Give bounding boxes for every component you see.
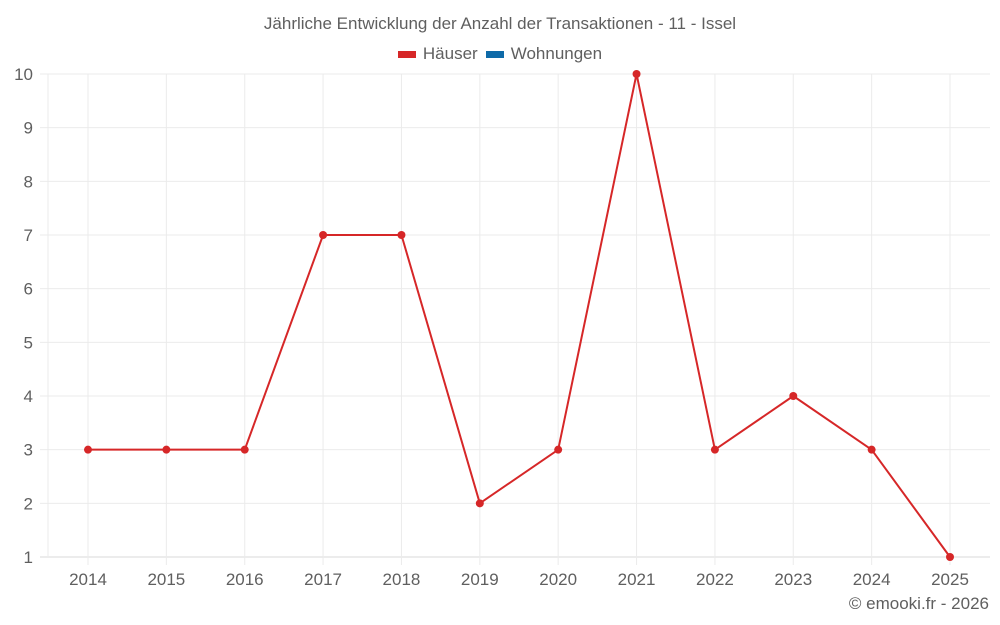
data-point[interactable] [319, 231, 328, 239]
x-tick-label: 2019 [461, 570, 499, 589]
series-line [88, 73, 951, 558]
data-point[interactable] [554, 445, 563, 454]
data-point[interactable] [240, 445, 249, 454]
legend-label-haeuser: Häuser [422, 44, 478, 63]
x-tick-label: 2023 [774, 570, 812, 589]
legend: Häuser Wohnungen [0, 44, 1000, 64]
y-tick-label: 1 [24, 548, 33, 567]
legend-swatch-wohnungen [485, 50, 504, 58]
data-point[interactable] [397, 231, 406, 239]
data-point[interactable] [632, 70, 641, 78]
y-tick-label: 9 [24, 119, 33, 138]
grid [40, 73, 990, 565]
data-point[interactable] [946, 553, 954, 561]
x-tick-label: 2014 [69, 570, 107, 589]
y-tick-label: 4 [24, 387, 33, 406]
x-tick-label: 2015 [147, 570, 185, 589]
x-tick-label: 2017 [304, 570, 342, 589]
series-haeuser [84, 70, 954, 561]
x-tick-label: 2018 [383, 570, 421, 589]
x-tick-label: 2016 [226, 570, 264, 589]
x-tick-label: 2024 [853, 570, 891, 589]
x-tick-label: 2021 [618, 570, 656, 589]
y-tick-label: 7 [24, 226, 33, 245]
y-tick-label: 3 [24, 441, 33, 460]
legend-item-wohnungen[interactable]: Wohnungen [485, 44, 603, 64]
x-axis: 2014 2015 2016 2017 2018 2019 2020 2021 2022 2023… [69, 570, 969, 589]
data-point[interactable] [710, 445, 719, 454]
data-point[interactable] [84, 445, 92, 454]
y-tick-label: 8 [24, 172, 33, 191]
x-tick-label: 2025 [931, 570, 969, 589]
y-tick-label: 2 [24, 494, 33, 513]
x-tick-label: 2022 [696, 570, 734, 589]
legend-label-wohnungen: Wohnungen [510, 44, 603, 63]
data-point[interactable] [867, 445, 876, 454]
legend-item-haeuser[interactable]: Häuser [397, 44, 478, 64]
legend-swatch-haeuser [397, 50, 416, 58]
y-axis: 1 2 3 4 5 6 7 8 9 10 [14, 65, 33, 567]
copyright-credit: © emooki.fr - 2026 [848, 594, 989, 613]
y-tick-label: 6 [24, 280, 33, 299]
data-point[interactable] [162, 445, 171, 454]
y-tick-label: 5 [24, 333, 33, 352]
y-tick-label: 10 [14, 65, 33, 84]
x-tick-label: 2020 [539, 570, 577, 589]
data-point[interactable] [475, 499, 484, 508]
chart-title: Jährliche Entwicklung der Anzahl der Tra… [263, 14, 737, 33]
data-point[interactable] [789, 392, 798, 400]
